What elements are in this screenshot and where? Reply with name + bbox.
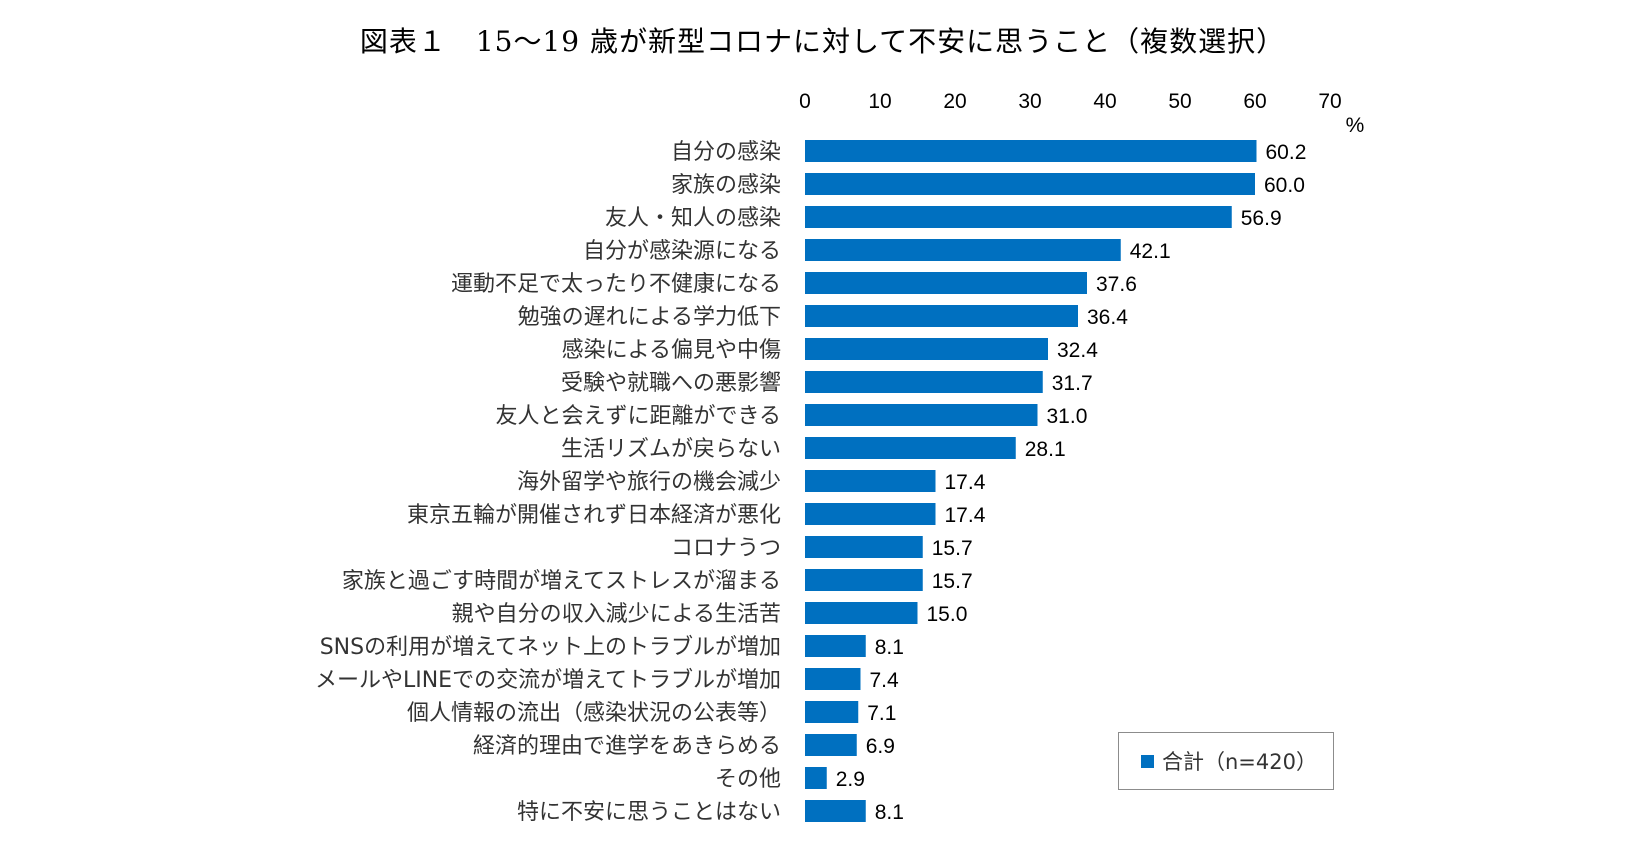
data-label: 56.9 (1241, 207, 1282, 230)
data-label: 37.6 (1096, 273, 1137, 296)
category-label: 自分が感染源になる (583, 239, 781, 264)
data-label: 15.0 (927, 603, 968, 626)
category-label: その他 (715, 767, 781, 792)
category-label: 運動不足で太ったり不健康になる (451, 272, 781, 297)
bars (805, 140, 1257, 822)
data-label: 36.4 (1087, 306, 1128, 329)
data-label: 7.1 (867, 702, 896, 725)
data-label: 17.4 (945, 471, 986, 494)
legend-swatch (1141, 754, 1154, 768)
data-label: 8.1 (875, 636, 904, 659)
x-tick-label: 70 (1318, 90, 1341, 113)
x-tick-label: 50 (1168, 90, 1191, 113)
category-label: 自分の感染 (671, 140, 781, 165)
data-label: 8.1 (875, 801, 904, 824)
bar (805, 503, 936, 525)
bar (805, 470, 936, 492)
x-tick-label: 10 (868, 90, 891, 113)
chart-title: 図表１ 15～19 歳が新型コロナに対して不安に思うこと（複数選択） (359, 25, 1286, 58)
category-label: コロナうつ (671, 536, 781, 561)
data-label: 6.9 (866, 735, 895, 758)
bar (805, 602, 918, 624)
category-label: 東京五輪が開催されず日本経済が悪化 (407, 503, 781, 528)
data-label: 2.9 (836, 768, 865, 791)
category-label: 生活リズムが戻らない (561, 437, 781, 462)
category-label: 勉強の遅れによる学力低下 (518, 305, 781, 330)
category-label: 友人・知人の感染 (605, 206, 781, 231)
category-label: メールやLINEでの交流が増えてトラブルが増加 (315, 668, 781, 693)
data-label: 31.0 (1047, 405, 1088, 428)
bar (805, 635, 866, 657)
legend-label: 合計（n=420） (1162, 750, 1317, 774)
x-tick-label: 20 (943, 90, 966, 113)
x-tick-label: 40 (1093, 90, 1116, 113)
category-label: 個人情報の流出（感染状況の公表等） (407, 701, 781, 726)
category-label: 親や自分の収入減少による生活苦 (452, 602, 781, 627)
category-label: SNSの利用が増えてネット上のトラブルが増加 (320, 635, 781, 660)
bar (805, 338, 1048, 360)
data-label: 60.0 (1264, 174, 1305, 197)
bar (805, 800, 866, 822)
bar (805, 536, 923, 558)
category-labels: 自分の感染家族の感染友人・知人の感染自分が感染源になる運動不足で太ったり不健康に… (315, 140, 781, 825)
bar (805, 404, 1038, 426)
bar (805, 305, 1078, 327)
bar (805, 668, 861, 690)
category-label: 家族と過ごす時間が増えてストレスが溜まる (342, 569, 781, 594)
category-label: 経済的理由で進学をあきらめる (473, 734, 781, 759)
x-tick-label: 30 (1018, 90, 1041, 113)
category-label: 海外留学や旅行の機会減少 (517, 470, 781, 495)
data-label: 42.1 (1130, 240, 1171, 263)
bar (805, 371, 1043, 393)
category-label: 受験や就職への悪影響 (561, 371, 781, 396)
category-label: 友人と会えずに距離ができる (495, 404, 781, 429)
bar (805, 173, 1255, 195)
data-label: 31.7 (1052, 372, 1093, 395)
data-label: 60.2 (1266, 141, 1307, 164)
bar (805, 767, 827, 789)
bar (805, 140, 1257, 162)
data-label: 15.7 (932, 537, 973, 560)
x-axis-ticks: 0 10 20 30 40 50 60 70 (799, 90, 1342, 113)
data-label: 28.1 (1025, 438, 1066, 461)
data-label: 17.4 (945, 504, 986, 527)
bar (805, 206, 1232, 228)
data-label: 7.4 (870, 669, 900, 692)
bar (805, 701, 859, 723)
value-labels: 60.2 60.0 56.9 42.1 37.6 36.4 32.4 31.7 31.0 28.1… (836, 141, 1307, 824)
bar (805, 437, 1016, 459)
bar (805, 734, 857, 756)
legend: 合計（n=420） (1118, 732, 1334, 790)
axis-unit-label: % (1346, 114, 1365, 137)
x-tick-label: 60 (1243, 90, 1266, 113)
data-label: 15.7 (932, 570, 973, 593)
bar (805, 272, 1087, 294)
data-label: 32.4 (1057, 339, 1098, 362)
bar (805, 239, 1121, 261)
category-label: 家族の感染 (671, 173, 781, 198)
x-tick-label: 0 (799, 90, 811, 113)
bar (805, 569, 923, 591)
category-label: 特に不安に思うことはない (517, 800, 781, 825)
category-label: 感染による偏見や中傷 (562, 338, 781, 363)
